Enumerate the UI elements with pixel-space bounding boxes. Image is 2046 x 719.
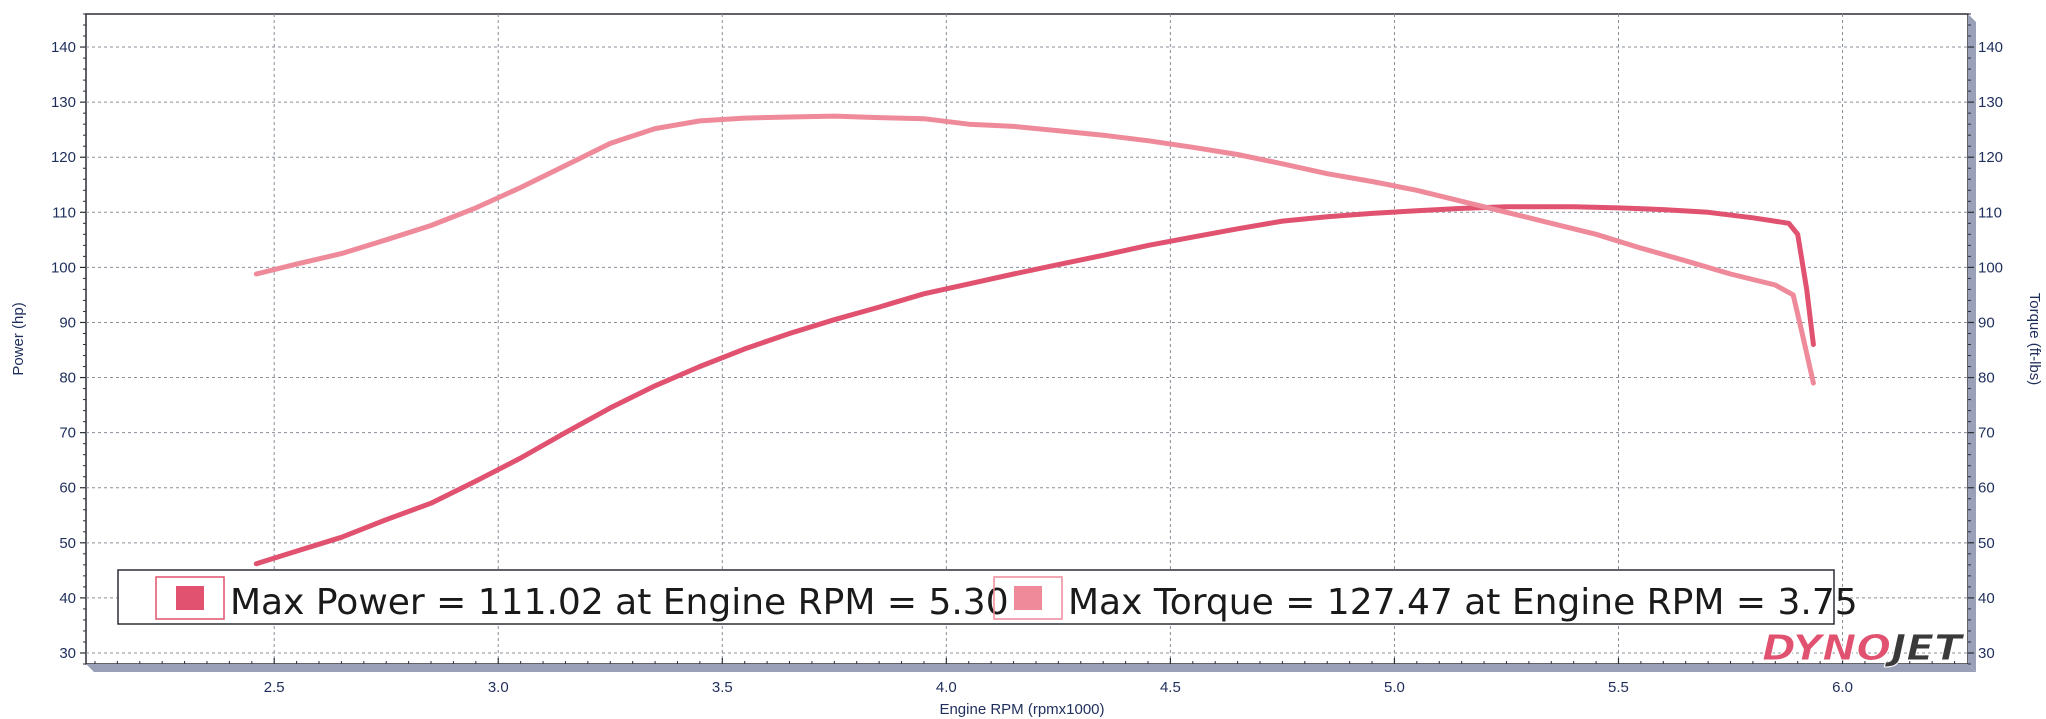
logo-part-jet: JET <box>1884 628 1964 669</box>
x-tick-label: 5.5 <box>1608 679 1629 696</box>
plot-area <box>85 13 1969 665</box>
y-left-tick-labels: 30 40 50 60 70 80 90 100 110 120 130 140 <box>51 39 76 662</box>
x-tick-label: 4.5 <box>1160 679 1181 696</box>
y-left-axis-title: Power (hp) <box>10 302 27 375</box>
series-line-power <box>253 204 1816 567</box>
x-tick-label: 6.0 <box>1832 679 1853 696</box>
x-tick-labels: 2.5 3.0 3.5 4.0 4.5 5.0 5.5 6.0 <box>264 679 1853 696</box>
frame-shadow-right <box>1968 14 1976 672</box>
y-right-tick-label: 30 <box>1978 645 1995 662</box>
y-left-tick-label: 130 <box>51 94 76 111</box>
tick-marks <box>80 13 1974 665</box>
legend: Max Power = 111.02 at Engine RPM = 5.30 … <box>117 569 1858 625</box>
y-left-tick-label: 50 <box>59 535 76 552</box>
x-tick-label: 4.0 <box>936 679 957 696</box>
legend-swatch-torque <box>1014 586 1042 610</box>
y-right-tick-label: 90 <box>1978 314 1995 331</box>
series-lines <box>253 113 1816 567</box>
grid-lines <box>86 14 1968 664</box>
y-right-tick-label: 70 <box>1978 425 1995 442</box>
y-right-axis-title: Torque (ft-lbs) <box>2026 293 2043 386</box>
dynojet-logo: DYNO JET <box>1762 628 1966 670</box>
y-left-tick-label: 140 <box>51 39 76 56</box>
x-tick-label: 5.0 <box>1384 679 1405 696</box>
y-left-tick-label: 110 <box>52 204 76 221</box>
y-right-tick-label: 110 <box>1978 204 2002 221</box>
y-right-tick-label: 80 <box>1978 370 1995 387</box>
y-right-tick-label: 120 <box>1978 149 2003 166</box>
y-left-tick-label: 80 <box>59 370 76 387</box>
y-left-tick-label: 60 <box>59 480 76 497</box>
y-left-tick-label: 90 <box>59 314 76 331</box>
y-right-tick-label: 100 <box>1978 259 2003 276</box>
y-right-tick-label: 60 <box>1978 480 1995 497</box>
y-right-tick-label: 130 <box>1978 94 2003 111</box>
legend-swatch-power <box>176 586 204 610</box>
y-left-tick-label: 30 <box>59 645 76 662</box>
x-tick-label: 2.5 <box>264 679 285 696</box>
x-axis-title: Engine RPM (rpmx1000) <box>939 701 1104 718</box>
legend-swatch-frame-power <box>155 576 225 620</box>
legend-label-torque: Max Torque = 127.47 at Engine RPM = 3.75 <box>1068 582 1858 623</box>
y-right-tick-labels: 30 40 50 60 70 80 90 100 110 120 130 140 <box>1978 39 2003 662</box>
y-left-tick-label: 100 <box>51 259 76 276</box>
y-right-tick-label: 40 <box>1978 590 1995 607</box>
y-left-tick-label: 120 <box>51 149 76 166</box>
legend-label-power: Max Power = 111.02 at Engine RPM = 5.30 <box>230 582 1009 623</box>
series-line-torque <box>253 113 1816 386</box>
legend-box <box>117 569 1835 625</box>
legend-swatch-frame-torque <box>993 576 1063 620</box>
frame-shadow-bottom <box>86 664 1976 672</box>
y-right-tick-label: 140 <box>1978 39 2003 56</box>
y-right-tick-label: 50 <box>1978 535 1995 552</box>
logo-part-dyno: DYNO <box>1762 628 1891 669</box>
y-left-tick-label: 70 <box>59 425 76 442</box>
y-left-tick-label: 40 <box>59 590 76 607</box>
x-tick-label: 3.0 <box>488 679 509 696</box>
x-tick-label: 3.5 <box>712 679 733 696</box>
